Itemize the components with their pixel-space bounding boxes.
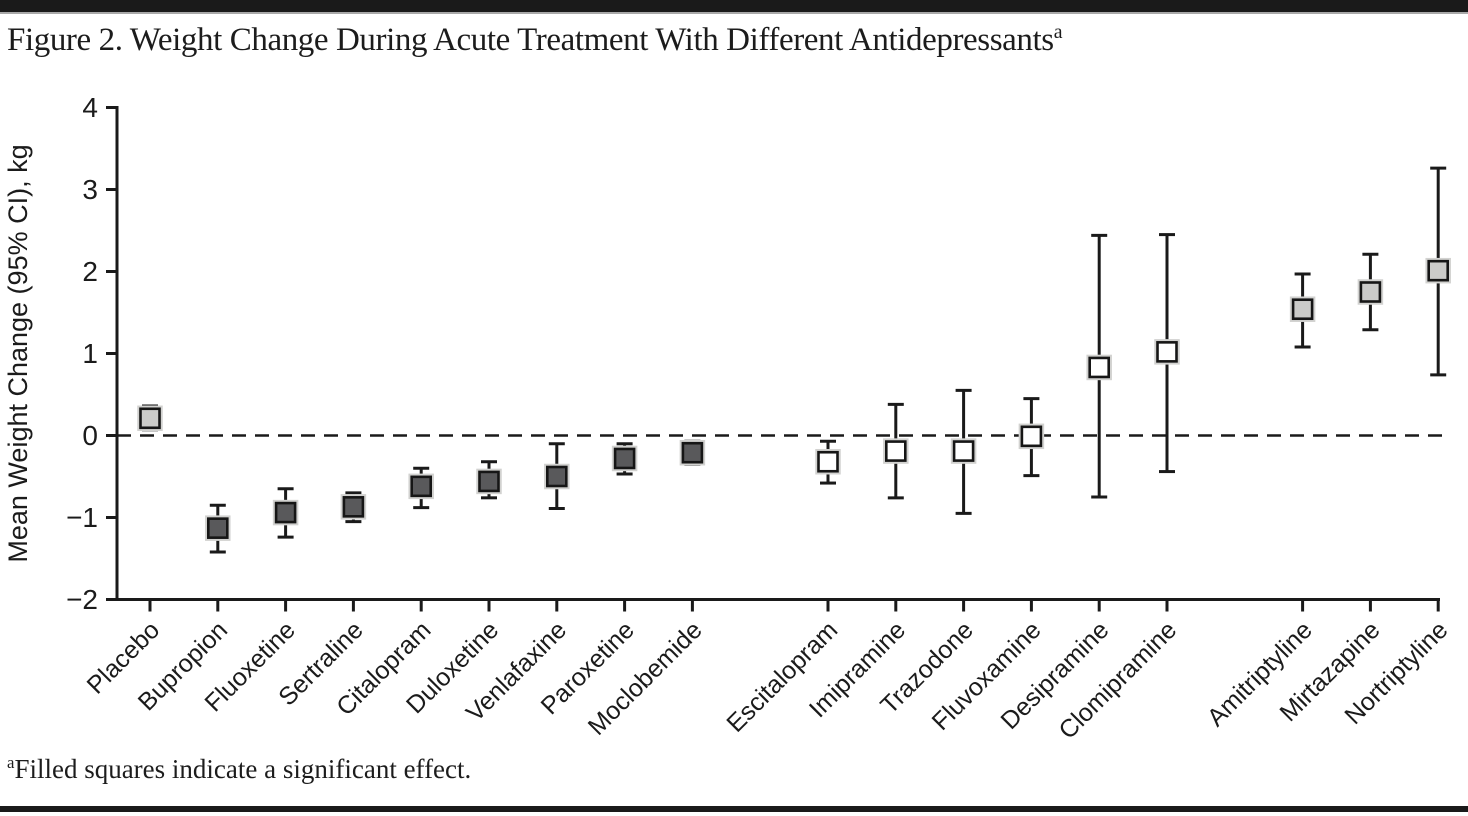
marker-square	[681, 441, 704, 464]
figure-title-superscript: a	[1053, 21, 1063, 43]
marker-square	[478, 470, 500, 493]
marker-square	[1156, 341, 1178, 363]
marker-halo	[679, 439, 706, 466]
y-tick-label: −2	[66, 584, 98, 615]
series-amitriptyline: Amitriptyline	[1202, 272, 1318, 732]
marker-square	[613, 447, 636, 470]
marker-halo	[137, 405, 163, 432]
marker-square	[1291, 298, 1314, 321]
x-axis-label: Clomipramine	[1053, 616, 1182, 745]
marker-halo	[544, 463, 570, 490]
footnote-text: Filled squares indicate a significant ef…	[14, 754, 472, 784]
y-tick-label: 2	[82, 256, 98, 287]
marker-halo	[1154, 339, 1180, 365]
marker-halo	[1289, 296, 1316, 322]
y-axis-title: Mean Weight Change (95% CI), kg	[3, 144, 33, 562]
marker-square	[1020, 425, 1043, 448]
marker-square	[545, 465, 568, 488]
figure-title: Figure 2. Weight Change During Acute Tre…	[7, 22, 1407, 59]
marker-halo	[883, 438, 909, 464]
marker-halo	[1018, 423, 1045, 450]
bottom-rule	[0, 806, 1468, 812]
series-moclobemide: Moclobemide	[583, 439, 708, 741]
marker-halo	[1425, 257, 1451, 284]
y-tick-label: 3	[82, 174, 98, 205]
marker-halo	[408, 473, 434, 500]
marker-halo	[340, 494, 367, 520]
y-tick-label: 1	[82, 338, 98, 369]
marker-halo	[611, 445, 638, 472]
marker-square	[1088, 356, 1110, 379]
marker-square	[274, 501, 297, 524]
marker-halo	[272, 499, 299, 526]
marker-square	[952, 440, 975, 462]
marker-halo	[1357, 279, 1384, 305]
marker-square	[884, 440, 907, 462]
figure-title-text: Figure 2. Weight Change During Acute Tre…	[7, 22, 1054, 58]
y-axis: 4 3 2 1 0 −1 −2 Mean Weight Change (95% CI), kg	[3, 92, 119, 615]
marker-halo	[476, 468, 502, 495]
y-tick-label: 4	[82, 92, 98, 123]
marker-halo	[950, 438, 977, 464]
marker-square	[139, 407, 161, 430]
marker-square	[817, 450, 839, 473]
figure-footnote: aFilled squares indicate a significant e…	[7, 754, 471, 785]
marker-square	[207, 517, 229, 539]
marker-square	[342, 496, 365, 518]
y-tick-label: −1	[66, 502, 98, 533]
marker-square	[410, 475, 433, 498]
marker-square	[1427, 259, 1449, 282]
footnote-marker: a	[7, 753, 15, 772]
marker-halo	[1086, 354, 1112, 381]
top-rule	[0, 0, 1468, 14]
marker-halo	[815, 448, 841, 475]
marker-square	[1359, 281, 1382, 303]
y-tick-label: 0	[82, 420, 98, 451]
marker-halo	[205, 515, 231, 541]
